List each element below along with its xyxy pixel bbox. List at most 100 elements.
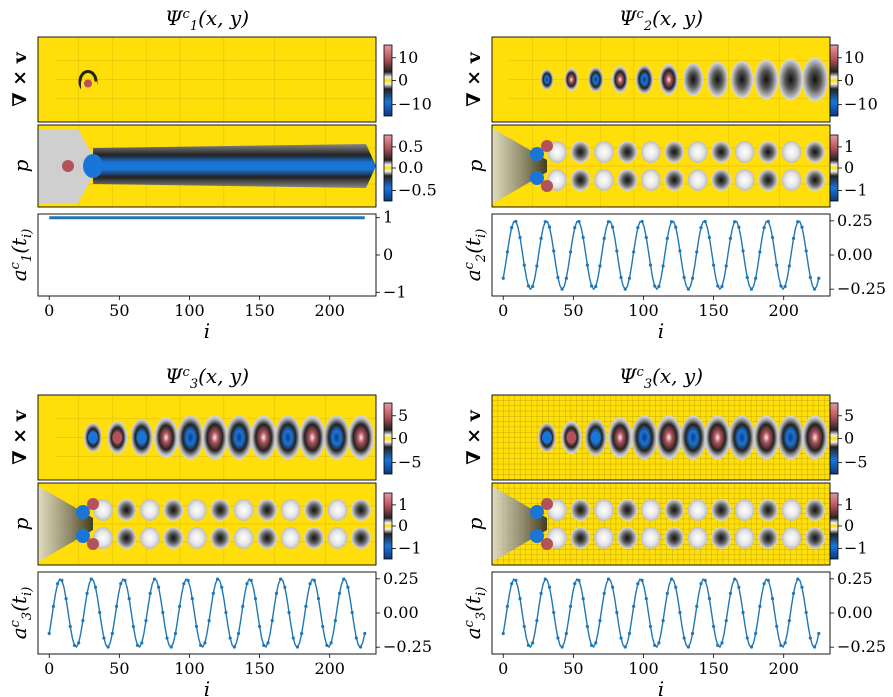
series-point xyxy=(325,643,329,647)
vorticity-axis-label: ∇ × v xyxy=(463,409,485,464)
series-point xyxy=(707,597,711,601)
series-point xyxy=(585,624,589,629)
vortex-core xyxy=(542,431,552,444)
series-point xyxy=(262,643,266,647)
series-point xyxy=(703,578,707,582)
pressure-cell-upper xyxy=(711,499,732,521)
colorbar-tick-label: −1 xyxy=(844,180,868,199)
negative-vortex xyxy=(177,415,204,460)
series-point xyxy=(194,624,199,629)
series-point xyxy=(682,275,686,280)
positive-vortex xyxy=(754,59,779,100)
series-point xyxy=(766,578,770,582)
series-point xyxy=(623,287,627,291)
colorbar-tick-label: 0 xyxy=(398,516,408,535)
series-point xyxy=(766,219,770,224)
series-point xyxy=(695,250,699,254)
series-point xyxy=(619,636,623,640)
series-point xyxy=(123,578,127,582)
series-point xyxy=(350,610,354,615)
x-tick-label: 150 xyxy=(244,659,275,678)
series-point xyxy=(568,250,573,254)
pressure-cell-lower xyxy=(781,169,802,191)
series-point xyxy=(783,284,787,289)
series-point xyxy=(547,585,552,589)
pressure-cell-lower xyxy=(116,527,137,549)
series-point xyxy=(695,604,699,609)
label-part: Ψ xyxy=(619,364,638,388)
series-point xyxy=(754,631,758,636)
colorbar-tick-label: 5 xyxy=(398,406,408,425)
pressure-cell-lower xyxy=(664,527,685,549)
series-point xyxy=(796,577,800,581)
label-part: c xyxy=(183,7,191,22)
series-point xyxy=(308,582,312,586)
pressure-axis-label: p xyxy=(9,517,33,530)
series-point xyxy=(653,284,657,288)
series-point xyxy=(770,235,775,240)
positive-vortex xyxy=(706,61,729,98)
x-tick-label: 150 xyxy=(244,301,275,320)
pressure-axis-label: p xyxy=(9,159,33,172)
series-point xyxy=(539,236,543,240)
colorbar-tick-label: −10 xyxy=(844,95,878,114)
series-point xyxy=(514,578,518,582)
pressure-cell-upper xyxy=(664,141,685,163)
series-point xyxy=(152,577,157,581)
x-tick-label: 0 xyxy=(44,301,54,320)
series-point xyxy=(661,619,665,623)
series-point xyxy=(804,249,808,253)
pressure-cell-upper xyxy=(280,499,301,521)
x-axis-label: i xyxy=(658,319,664,343)
series-point xyxy=(644,235,648,240)
series-point xyxy=(808,275,812,280)
series-point xyxy=(283,585,287,589)
series-point xyxy=(64,597,68,601)
coefficient-axis-label: ac1(ti) xyxy=(7,229,35,282)
x-tick-label: 100 xyxy=(174,301,205,320)
series-point xyxy=(245,582,249,586)
pressure-cell-upper xyxy=(163,499,184,521)
pressure-jet xyxy=(93,144,376,188)
series-point xyxy=(632,250,636,254)
series-point xyxy=(157,585,161,589)
series-point xyxy=(716,643,720,647)
x-tick-label: 0 xyxy=(498,301,508,320)
vortex-core xyxy=(566,431,577,444)
colorbar-tick-label: 10 xyxy=(398,48,418,67)
series-point xyxy=(632,604,636,609)
pressure-fan xyxy=(492,128,547,204)
series-point xyxy=(775,624,779,629)
x-tick-label: 200 xyxy=(768,659,799,678)
label-part: 1 xyxy=(20,254,35,262)
pressure-cell-lower xyxy=(570,169,591,191)
series-point xyxy=(552,249,556,253)
series-point xyxy=(573,582,577,586)
label-part: i) xyxy=(474,229,489,238)
pressure-core xyxy=(541,498,553,510)
series-point xyxy=(85,591,89,595)
vorticity-colorbar xyxy=(829,44,839,117)
y-tick-label: −1 xyxy=(383,282,407,301)
series-point xyxy=(543,220,547,224)
label-part: 3 xyxy=(644,377,652,392)
label-part: (t xyxy=(461,237,485,254)
colorbar-tick-label: 0 xyxy=(844,429,854,448)
pressure-cell-lower xyxy=(781,527,802,549)
colorbar-tick-label: −10 xyxy=(398,95,432,114)
label-part: (x, y) xyxy=(652,6,703,30)
negative-vortex xyxy=(680,415,707,460)
series-point xyxy=(611,225,615,229)
pressure-cell-upper xyxy=(617,141,638,163)
negative-vortex xyxy=(728,415,755,460)
colorbar-tick-label: 0 xyxy=(844,71,854,90)
series-point xyxy=(762,582,766,586)
label-part: c xyxy=(462,261,477,269)
series-point xyxy=(274,591,279,595)
mode-title: Ψc3(x, y) xyxy=(619,364,703,392)
series-point xyxy=(733,577,737,581)
coefficient-axis-label: ac2(ti) xyxy=(461,229,489,282)
colorbar-tick-label: 0.5 xyxy=(398,137,423,156)
series-point xyxy=(342,577,346,581)
pressure-core xyxy=(87,498,99,510)
